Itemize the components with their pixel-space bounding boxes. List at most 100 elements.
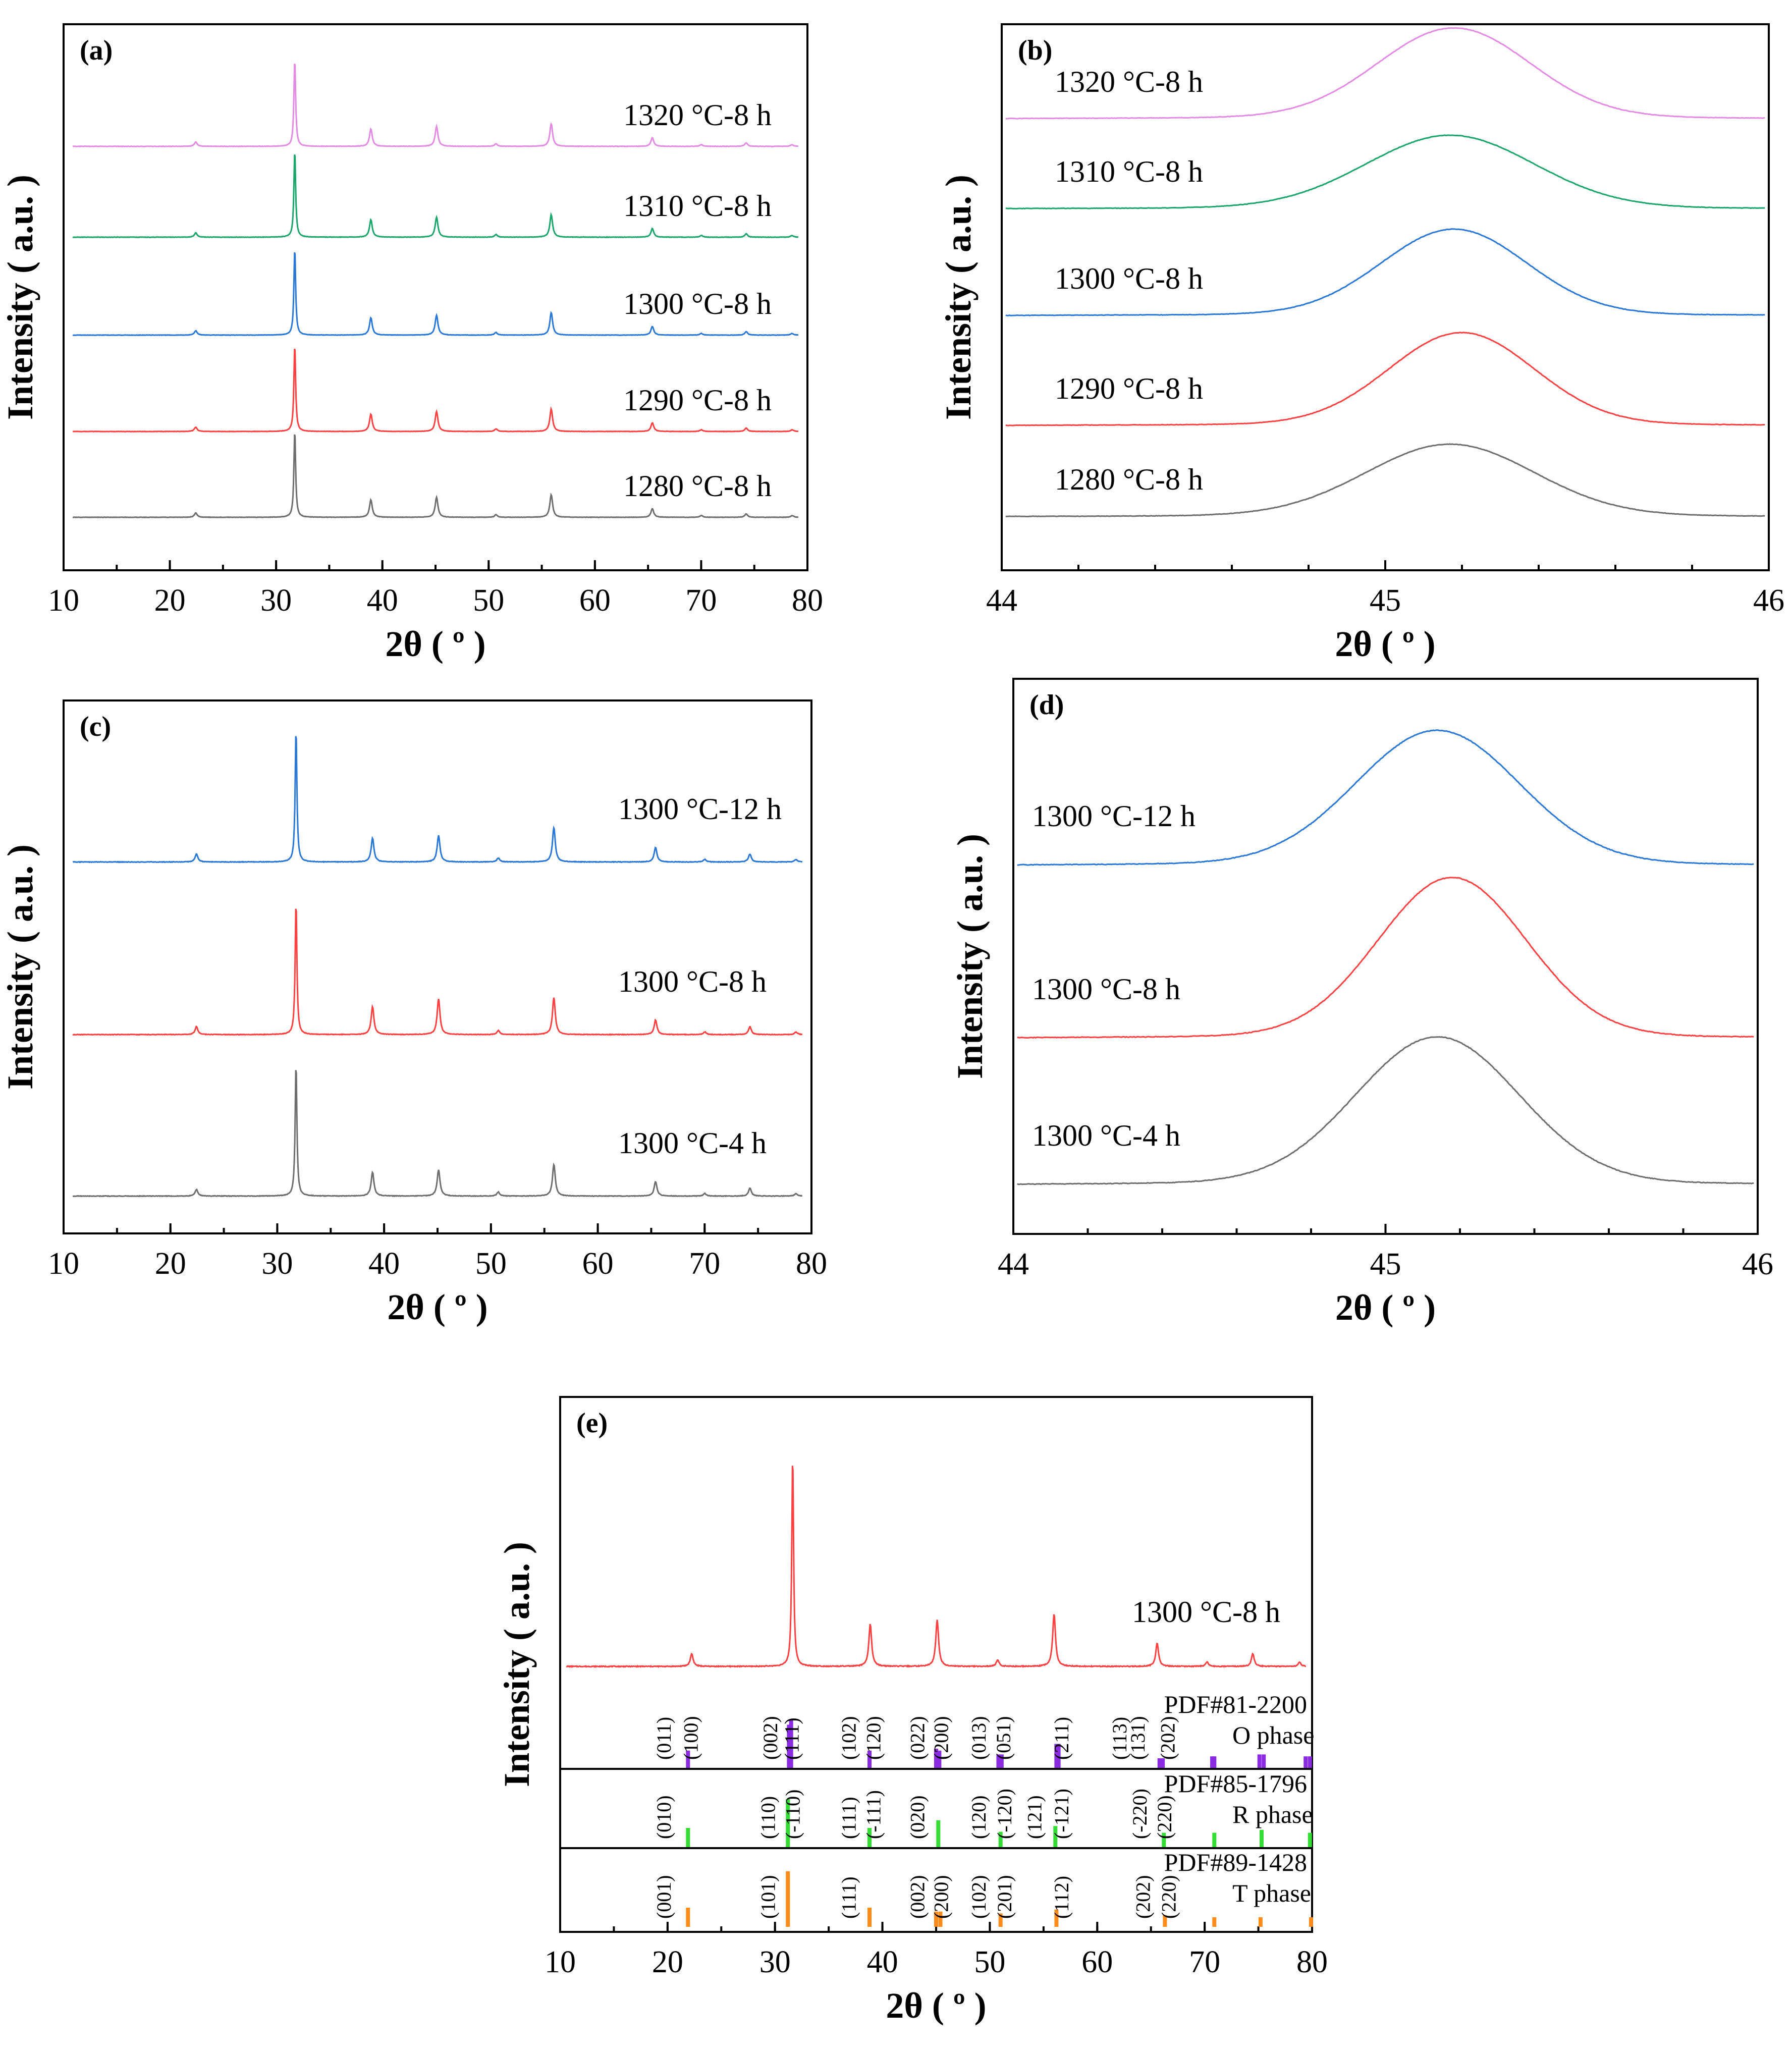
series-label-d-1: 1300 °C-8 h — [1032, 973, 1180, 1006]
x-tick-label-10: 10 — [545, 1945, 576, 1979]
hkl-label-2-6: (201) — [993, 1875, 1016, 1919]
panel-e: (e) 10 20 30 40 50 60 70 80 2θ ( º ) Intensity ( a… — [497, 1396, 1328, 2026]
series-c-0 — [72, 1070, 803, 1198]
x-tick-label-45: 45 — [1370, 1247, 1401, 1281]
series-b-4 — [1005, 27, 1765, 120]
series-label-a-4: 1320 °C-8 h — [623, 98, 772, 132]
ref-phase-2: T phase — [1232, 1879, 1311, 1907]
series-label-a-2: 1300 °C-8 h — [623, 287, 772, 320]
hkl-label-0-9: (051) — [992, 1716, 1015, 1760]
series-a-1 — [72, 348, 799, 433]
panel-d-label: (d) — [1029, 689, 1064, 721]
panel-c-label: (c) — [80, 711, 111, 742]
x-tick-label-10: 10 — [48, 583, 79, 618]
panel-b-label: (b) — [1018, 35, 1052, 66]
series-c-2 — [72, 736, 803, 863]
series-b-3 — [1005, 134, 1765, 210]
x-axis-label: 2θ ( º ) — [1335, 624, 1435, 664]
x-tick-label-20: 20 — [154, 583, 186, 618]
x-tick-label-60: 60 — [1081, 1945, 1113, 1979]
hkl-label-2-7: (112) — [1050, 1876, 1073, 1919]
series-b-2 — [1005, 228, 1765, 316]
panel-a-label: (a) — [80, 35, 113, 66]
x-tick-label-40: 40 — [867, 1945, 898, 1979]
x-tick-label-70: 70 — [1189, 1945, 1220, 1979]
series-label-b-0: 1280 °C-8 h — [1055, 463, 1203, 496]
x-tick-label-80: 80 — [792, 583, 823, 618]
x-tick-label-80: 80 — [1296, 1945, 1328, 1979]
series-label-c-2: 1300 °C-12 h — [618, 792, 782, 826]
series-label-a-1: 1290 °C-8 h — [623, 384, 772, 417]
x-tick-label-10: 10 — [48, 1247, 79, 1281]
hkl-label-2-8: (202) — [1132, 1875, 1155, 1919]
hkl-label-0-7: (200) — [930, 1716, 952, 1760]
y-axis-label: Intensity ( a.u. ) — [950, 834, 990, 1079]
series-e-0 — [566, 1466, 1306, 1668]
series-label-a-0: 1280 °C-8 h — [623, 469, 772, 503]
hkl-label-0-11: (113) — [1108, 1717, 1131, 1760]
hkl-label-0-2: (002) — [759, 1716, 782, 1760]
series-a-0 — [72, 434, 799, 518]
x-tick-label-50: 50 — [974, 1945, 1005, 1979]
hkl-label-1-0: (010) — [653, 1795, 675, 1839]
x-tick-label-70: 70 — [689, 1247, 720, 1281]
ref-pdf-1: PDF#85-1796 — [1164, 1769, 1307, 1798]
series-label-d-0: 1300 °C-4 h — [1032, 1119, 1180, 1152]
series-d-0 — [1017, 1036, 1754, 1185]
x-axis-label: 2θ ( º ) — [385, 624, 485, 664]
x-tick-label-44: 44 — [986, 583, 1017, 618]
hkl-label-0-1: (100) — [679, 1716, 702, 1760]
x-axis-label: 2θ ( º ) — [387, 1287, 487, 1327]
hkl-label-1-6: (120) — [967, 1795, 990, 1839]
x-tick-label-50: 50 — [473, 583, 504, 618]
hkl-label-1-2: (-110) — [782, 1790, 804, 1839]
hkl-label-0-8: (013) — [967, 1716, 990, 1760]
x-tick-label-60: 60 — [582, 1247, 614, 1281]
series-a-3 — [72, 154, 799, 239]
hkl-label-2-1: (101) — [757, 1875, 780, 1919]
series-label-c-1: 1300 °C-8 h — [618, 965, 767, 998]
series-label-e-0: 1300 °C-8 h — [1132, 1595, 1280, 1629]
series-label-a-3: 1310 °C-8 h — [623, 189, 772, 223]
y-axis-label: Intensity ( a.u. ) — [497, 1542, 537, 1787]
hkl-label-1-7: (-120) — [993, 1789, 1016, 1839]
hkl-label-2-5: (102) — [967, 1875, 990, 1919]
hkl-label-0-0: (011) — [653, 1717, 675, 1760]
hkl-label-2-9: (220) — [1158, 1875, 1180, 1919]
ref-phase-1: R phase — [1232, 1800, 1313, 1828]
panel-e-label: (e) — [576, 1408, 608, 1439]
hkl-label-2-2: (111) — [837, 1876, 860, 1919]
series-label-b-4: 1320 °C-8 h — [1055, 65, 1203, 98]
x-tick-label-60: 60 — [579, 583, 611, 618]
series-b-0 — [1005, 443, 1765, 517]
series-label-b-2: 1300 °C-8 h — [1055, 262, 1203, 295]
hkl-label-1-3: (111) — [837, 1797, 860, 1839]
x-tick-label-30: 30 — [260, 583, 292, 618]
hkl-label-1-8: (121) — [1023, 1795, 1046, 1839]
hkl-label-0-4: (102) — [837, 1716, 860, 1760]
x-tick-label-20: 20 — [155, 1247, 186, 1281]
x-tick-label-46: 46 — [1753, 583, 1784, 618]
series-d-2 — [1017, 729, 1754, 866]
panel-a: (a) 10 20 30 40 50 60 70 80 2θ ( º ) Intensity ( a… — [0, 23, 823, 664]
panel-d: (d) 44 45 46 2θ ( º ) Intensity ( a.u. ) 1300 … — [950, 678, 1773, 1328]
x-tick-label-45: 45 — [1370, 583, 1401, 618]
ref-pdf-2: PDF#89-1428 — [1164, 1848, 1307, 1876]
y-axis-label: Intensity ( a.u. ) — [0, 844, 40, 1090]
x-tick-label-30: 30 — [261, 1247, 293, 1281]
series-label-d-2: 1300 °C-12 h — [1032, 799, 1196, 833]
panel-b: (b) 44 45 46 2θ ( º ) Intensity ( a.u. ) 1280 … — [938, 23, 1784, 664]
y-axis-label: Intensity ( a.u. ) — [938, 175, 979, 420]
x-tick-label-20: 20 — [652, 1945, 683, 1979]
x-tick-label-44: 44 — [998, 1247, 1029, 1281]
hkl-label-0-12: (131) — [1126, 1716, 1149, 1760]
x-tick-label-80: 80 — [796, 1247, 827, 1281]
hkl-label-1-11: (220) — [1153, 1795, 1176, 1839]
x-tick-label-50: 50 — [475, 1247, 507, 1281]
hkl-label-1-10: (-220) — [1128, 1789, 1151, 1839]
hkl-label-1-4: (-111) — [862, 1790, 885, 1839]
hkl-label-0-5: (120) — [862, 1716, 885, 1760]
series-label-b-3: 1310 °C-8 h — [1055, 155, 1203, 188]
hkl-label-0-3: (111) — [781, 1717, 803, 1760]
hkl-label-2-4: (200) — [930, 1875, 952, 1919]
